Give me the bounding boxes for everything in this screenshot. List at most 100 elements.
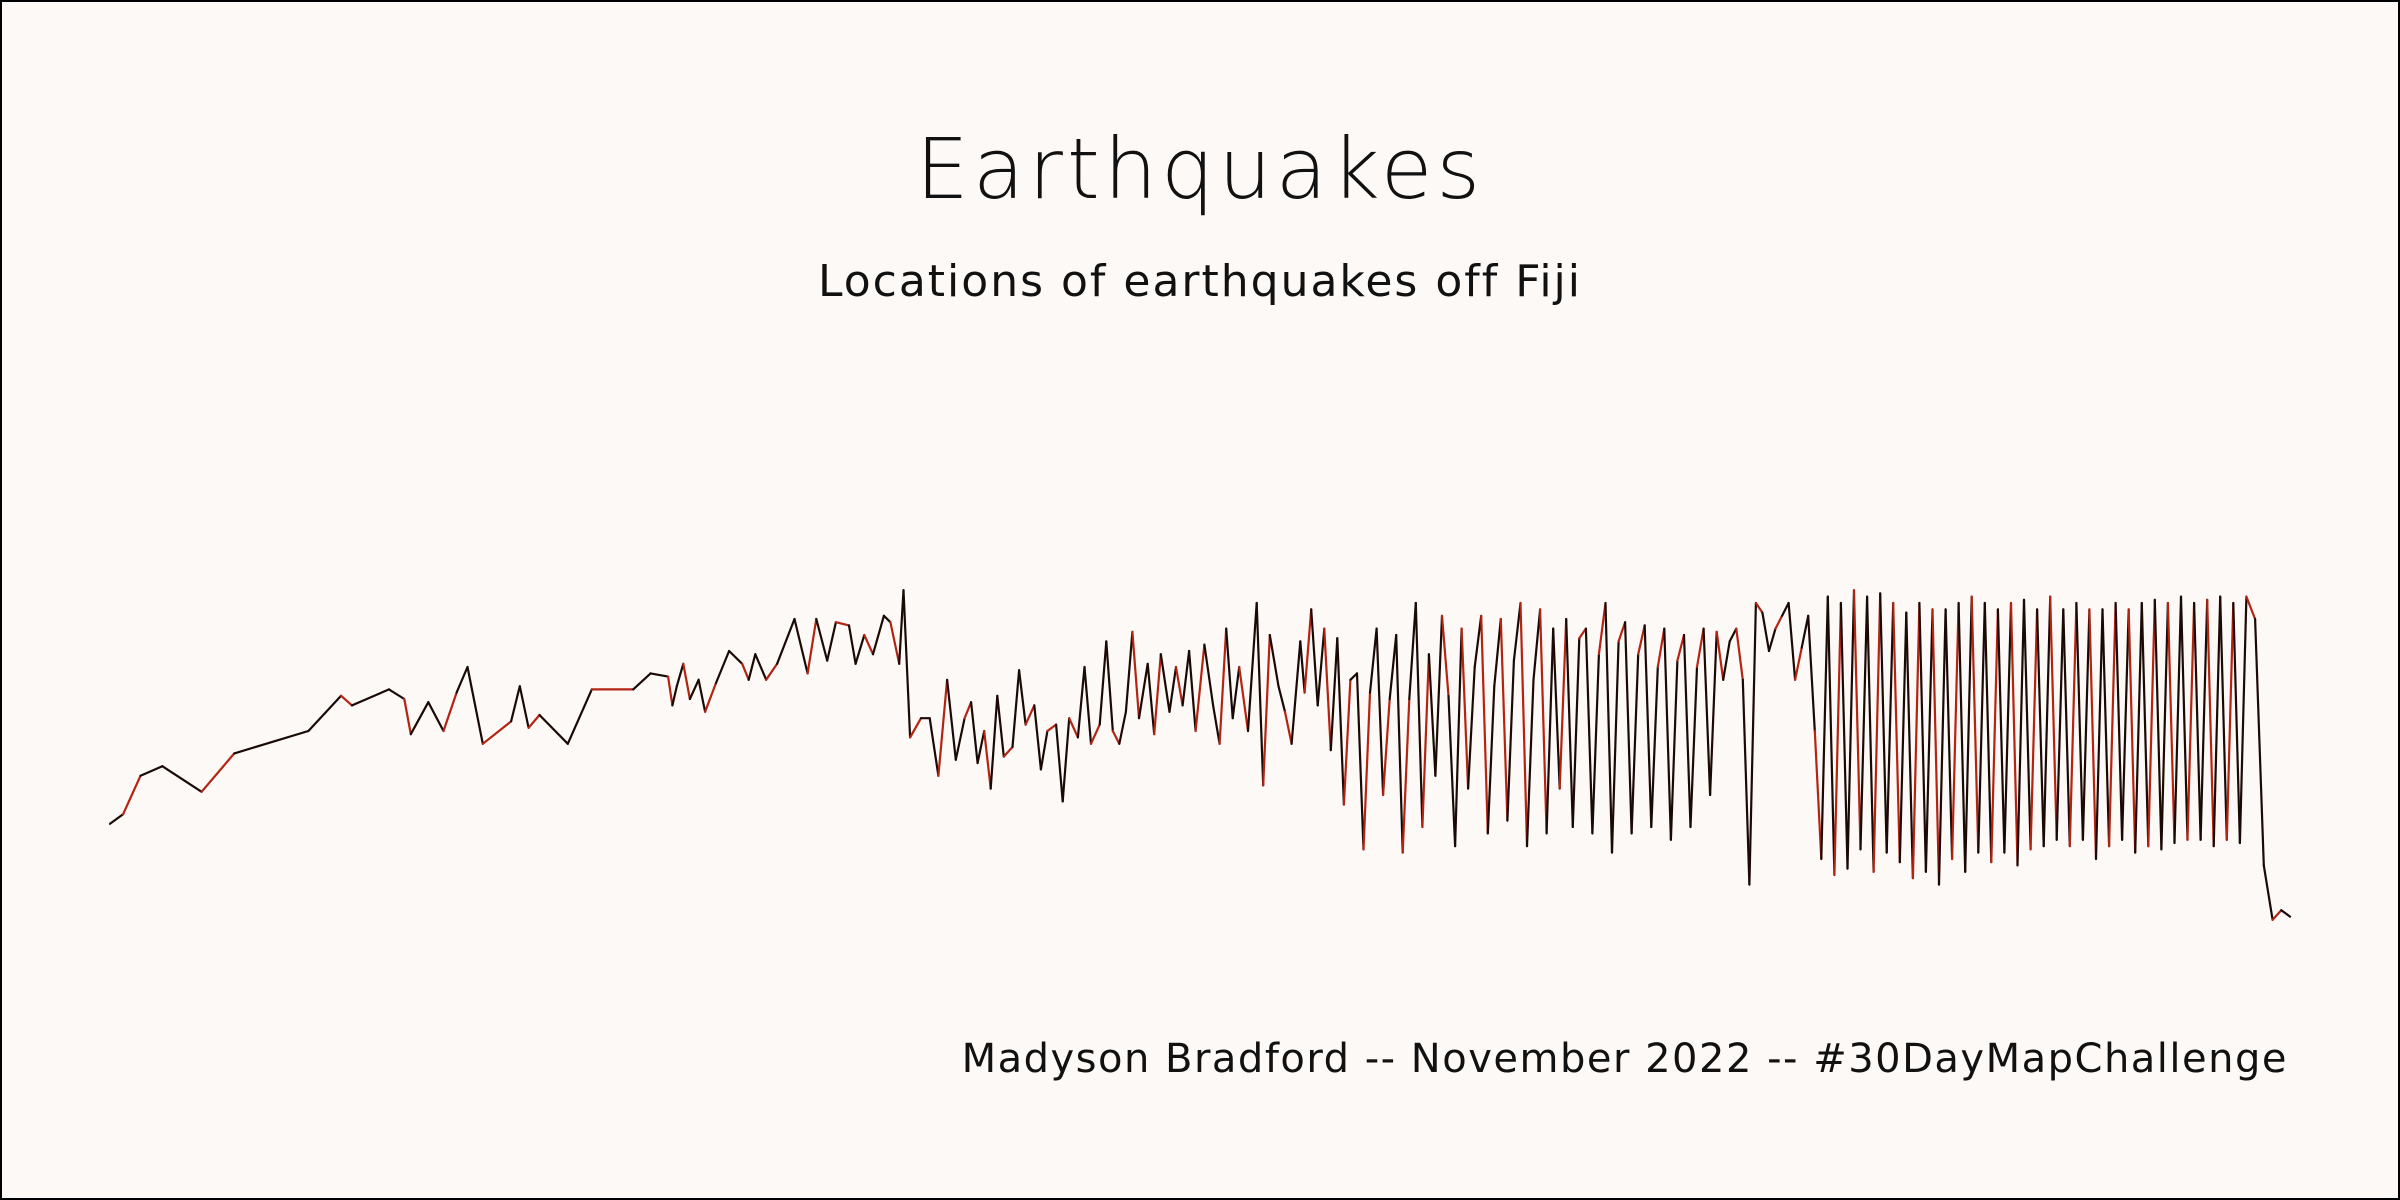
line-segment bbox=[1728, 627, 1738, 643]
line-segment bbox=[747, 653, 757, 681]
line-segment bbox=[1316, 627, 1326, 707]
line-segment bbox=[775, 617, 796, 665]
line-segment bbox=[1519, 601, 1529, 848]
line-segment bbox=[566, 688, 593, 745]
line-segment bbox=[1983, 601, 1993, 864]
line-segment bbox=[1124, 630, 1134, 713]
line-segment bbox=[1852, 589, 1862, 851]
line-segment bbox=[2062, 608, 2071, 848]
line-segment bbox=[806, 617, 818, 675]
line-segment bbox=[1499, 617, 1509, 822]
line-segment bbox=[1105, 640, 1114, 733]
line-segment bbox=[671, 685, 678, 707]
line-segment bbox=[2127, 608, 2137, 854]
line-segment bbox=[1375, 627, 1385, 797]
line-segment bbox=[2114, 601, 2124, 841]
line-segment bbox=[1702, 627, 1712, 797]
line-segment bbox=[1290, 640, 1302, 745]
line-segment bbox=[815, 617, 829, 662]
line-segment bbox=[2160, 601, 2169, 851]
line-segment bbox=[963, 701, 973, 720]
line-segment bbox=[765, 662, 779, 681]
line-segment bbox=[1695, 627, 1705, 669]
line-segment bbox=[834, 621, 851, 627]
line-segment bbox=[1846, 589, 1856, 870]
line-segment bbox=[1268, 633, 1280, 688]
line-segment bbox=[1255, 601, 1265, 787]
line-segment bbox=[1493, 617, 1502, 688]
line-segment bbox=[1898, 611, 1908, 864]
line-segment bbox=[2186, 601, 2196, 841]
line-segment bbox=[1453, 627, 1463, 848]
line-segment bbox=[1767, 627, 1777, 653]
line-segment bbox=[200, 752, 236, 793]
line-segment bbox=[108, 813, 125, 825]
line-segment bbox=[1879, 592, 1888, 854]
line-segment bbox=[2029, 608, 2039, 851]
line-segment bbox=[1434, 614, 1444, 777]
line-segment bbox=[538, 713, 569, 745]
line-segment bbox=[1996, 608, 2006, 854]
line-segment bbox=[754, 653, 768, 681]
line-segment bbox=[2179, 595, 2189, 841]
line-segment bbox=[1342, 678, 1352, 806]
line-segment bbox=[2049, 595, 2058, 841]
line-segment bbox=[1401, 697, 1411, 854]
line-segment bbox=[1643, 624, 1653, 829]
line-segment bbox=[1098, 640, 1108, 726]
line-segment bbox=[1813, 729, 1823, 861]
line-segment bbox=[409, 701, 430, 736]
line-segment bbox=[2254, 617, 2265, 867]
line-segment bbox=[2280, 909, 2292, 918]
line-segment bbox=[1159, 653, 1171, 713]
line-segment bbox=[1774, 614, 1784, 630]
line-segment bbox=[2088, 608, 2098, 861]
line-segment bbox=[233, 729, 310, 755]
line-segment bbox=[1722, 640, 1731, 681]
line-segment bbox=[937, 678, 949, 777]
line-segment bbox=[1584, 627, 1594, 835]
line-segment bbox=[1931, 608, 1941, 886]
line-segment bbox=[1990, 608, 2000, 864]
line-segment bbox=[1872, 592, 1882, 873]
line-segment bbox=[1597, 601, 1607, 656]
line-segment bbox=[1473, 614, 1483, 669]
line-segment bbox=[902, 589, 912, 739]
line-segment bbox=[1388, 633, 1398, 701]
line-segment bbox=[1532, 608, 1542, 681]
line-segment bbox=[1793, 646, 1803, 681]
line-segment bbox=[2134, 601, 2143, 854]
line-segment bbox=[2245, 595, 2257, 621]
line-segment bbox=[697, 678, 707, 713]
line-segment bbox=[1262, 633, 1271, 787]
line-segment bbox=[518, 685, 530, 729]
line-segment bbox=[2173, 595, 2183, 845]
line-segment bbox=[1310, 608, 1319, 707]
line-segment bbox=[1225, 627, 1234, 720]
line-segment bbox=[1604, 601, 1614, 854]
line-segment bbox=[1924, 608, 1934, 873]
line-segment bbox=[1800, 614, 1810, 649]
line-segment bbox=[2225, 601, 2235, 841]
line-segment bbox=[139, 765, 164, 777]
line-segment bbox=[427, 701, 445, 733]
line-segment bbox=[1277, 685, 1287, 713]
line-segment bbox=[2206, 598, 2215, 848]
line-segment bbox=[863, 633, 875, 656]
line-segment bbox=[1905, 611, 1915, 880]
line-segment bbox=[2055, 608, 2065, 841]
chart-caption: Madyson Bradford -- November 2022 -- #30… bbox=[961, 1036, 2288, 1082]
line-segment bbox=[1754, 601, 1764, 614]
line-segment bbox=[1807, 614, 1816, 733]
line-segment bbox=[1440, 614, 1450, 697]
line-segment bbox=[1565, 617, 1574, 829]
line-segment bbox=[1336, 637, 1346, 806]
line-segment bbox=[1460, 627, 1470, 790]
line-segment bbox=[2094, 608, 2104, 861]
line-segment bbox=[1610, 640, 1620, 854]
line-segment bbox=[632, 672, 652, 691]
line-segment bbox=[2212, 595, 2222, 848]
line-segment bbox=[1246, 601, 1258, 733]
line-segment bbox=[1859, 595, 1869, 851]
line-segment bbox=[2219, 595, 2228, 841]
